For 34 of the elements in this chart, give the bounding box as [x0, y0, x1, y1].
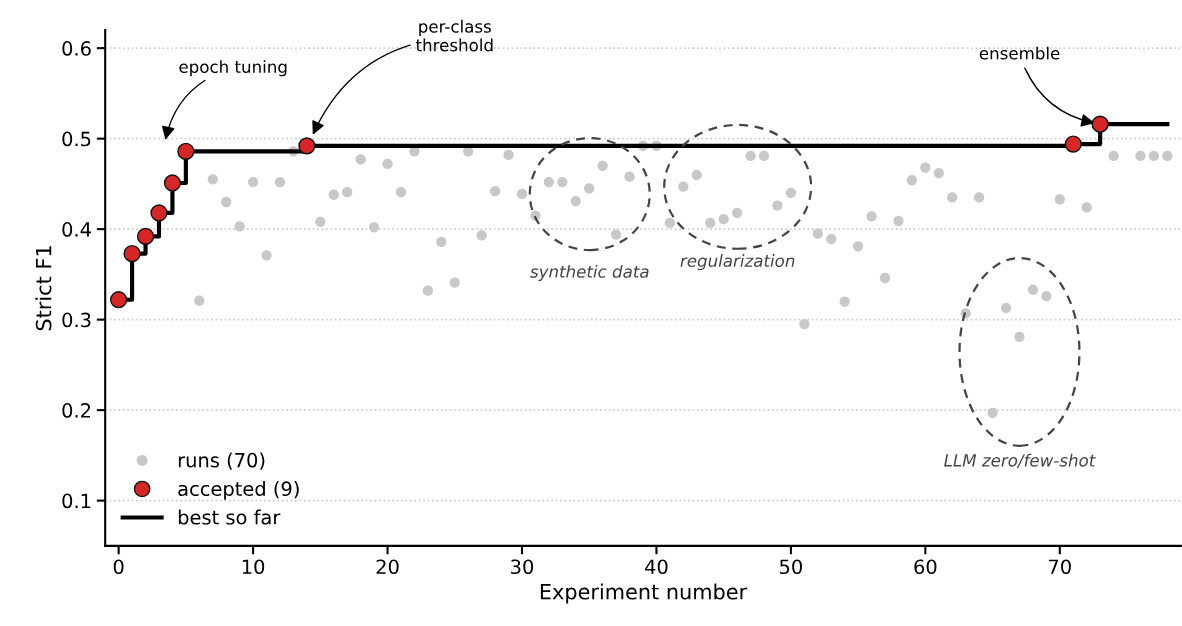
point — [136, 227, 155, 245]
y-tick-label: 0.5 — [62, 131, 91, 147]
y-axis-title: Strict F1 — [35, 246, 52, 331]
x-tick-label: 10 — [242, 559, 265, 575]
y-tick-label: 0.1 — [62, 493, 91, 509]
annotation: synthetic data — [530, 264, 649, 282]
point — [123, 244, 141, 263]
y-tick-label: 0.2 — [62, 403, 91, 418]
x-tick-label: 0 — [113, 559, 124, 575]
legend-label: accepted (9) — [178, 481, 299, 500]
point — [177, 142, 195, 160]
point — [298, 137, 316, 155]
annotation: LLM zero/few-shot — [944, 453, 1096, 468]
x-axis-title: Experiment number — [540, 583, 748, 604]
x-tick-label: 50 — [780, 559, 802, 575]
x-tick-label: 70 — [1049, 559, 1071, 575]
point — [163, 174, 182, 192]
x-tick-label: 40 — [645, 559, 668, 575]
legend-label: best so far — [178, 509, 281, 525]
annotation: epoch tuning — [179, 60, 287, 77]
point — [150, 204, 168, 222]
annotation: ensemble — [979, 46, 1060, 60]
y-tick-label: 0.6 — [62, 41, 91, 56]
x-tick-label: 60 — [914, 559, 937, 575]
x-tick-label: 30 — [511, 559, 534, 575]
legend-label: runs (70) — [178, 452, 265, 470]
point — [1091, 115, 1109, 133]
point — [1064, 135, 1082, 153]
x-tick-label: 20 — [376, 559, 399, 575]
annotation: per-class threshold — [415, 19, 493, 52]
y-tick-label: 0.3 — [62, 312, 91, 328]
y-tick-label: 0.4 — [62, 222, 91, 237]
point — [110, 291, 128, 309]
annotation: regularization — [680, 254, 795, 271]
